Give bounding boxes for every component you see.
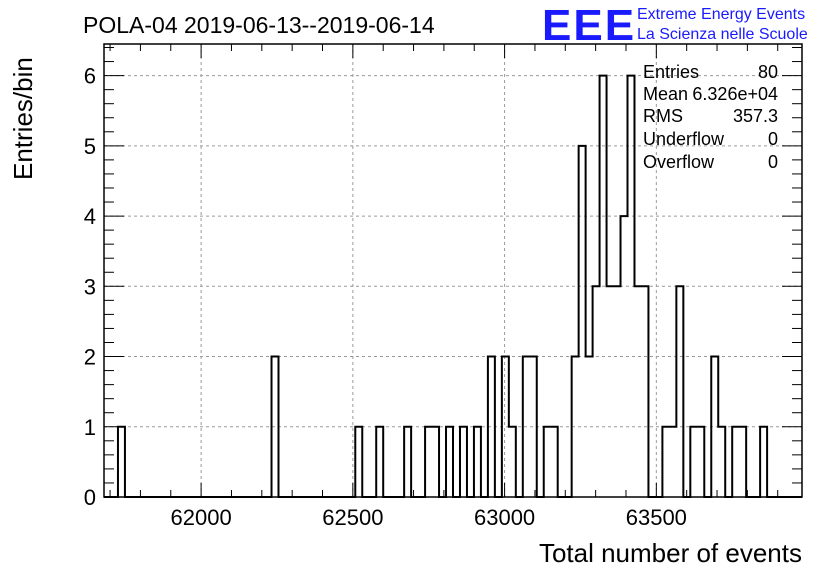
y-tick-label: 1 (84, 415, 96, 440)
x-axis-label: Total number of events (539, 538, 802, 568)
logo-line-2: La Scienza nelle Scuole (637, 26, 808, 43)
stats-label-rms: RMS (643, 106, 683, 126)
y-tick-label: 4 (84, 204, 96, 229)
stats-value-underflow: 0 (768, 129, 778, 149)
chart-title: POLA-04 2019-06-13--2019-06-14 (83, 12, 435, 38)
stats-value-overflow: 0 (768, 152, 778, 172)
x-tick-label: 63500 (626, 505, 687, 530)
logo-line-1: Extreme Energy Events (637, 6, 805, 23)
y-tick-label: 5 (84, 134, 96, 159)
stats-label-underflow: Underflow (643, 129, 725, 149)
stats-label-overflow: Overflow (643, 152, 715, 172)
stats-box: Entries 80 Mean 6.326e+04 RMS 357.3 Unde… (643, 62, 778, 172)
stats-value-rms: 357.3 (733, 106, 778, 126)
x-tick-label: 62000 (171, 505, 232, 530)
y-tick-label: 2 (84, 345, 96, 370)
stats-label-mean: Mean (643, 84, 688, 104)
y-axis-label: Entries/bin (8, 57, 38, 180)
stats-value-mean: 6.326e+04 (692, 84, 778, 104)
logo-eee: EEE (542, 1, 636, 50)
eee-logo: EEE Extreme Energy Events La Scienza nel… (542, 1, 808, 50)
axis-ticks (104, 44, 802, 498)
y-tick-labels: 0 1 2 3 4 5 6 (84, 64, 96, 510)
plot-frame (103, 43, 803, 498)
y-tick-label: 3 (84, 274, 96, 299)
x-tick-labels: 62000 62500 63000 63500 (171, 505, 687, 530)
x-tick-label: 63000 (474, 505, 535, 530)
x-tick-label: 62500 (322, 505, 383, 530)
y-tick-label: 0 (84, 485, 96, 510)
stats-label-entries: Entries (643, 62, 699, 82)
y-tick-label: 6 (84, 64, 96, 89)
stats-value-entries: 80 (758, 62, 778, 82)
